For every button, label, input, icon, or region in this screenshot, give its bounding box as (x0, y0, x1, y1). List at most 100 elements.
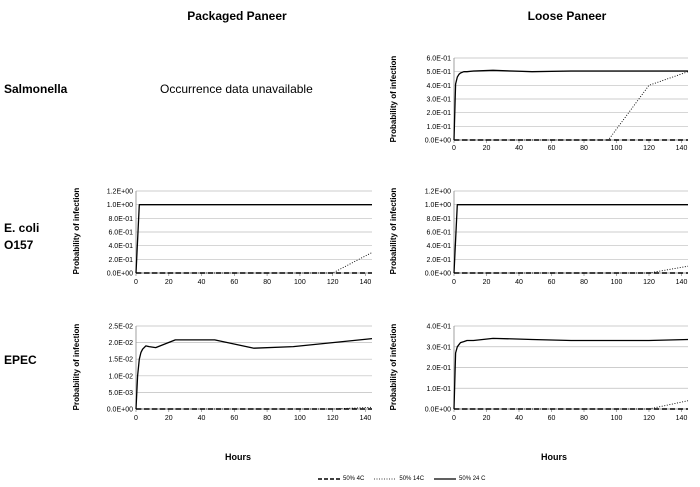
epec-packaged-xtick-label: 40 (198, 415, 206, 422)
legend-label-24c: 50% 24 C (459, 476, 486, 482)
salmonella-loose-ytick-label: 1.0E-01 (426, 124, 451, 131)
epec-packaged-xtick-label: 60 (230, 415, 238, 422)
legend-label-14c: 50% 14C (399, 476, 425, 482)
epec-loose-series-dot (454, 400, 689, 410)
row-title-ecoli-line2: O157 (4, 238, 34, 252)
epec-loose-ytick-label: 0.0E+00 (425, 407, 451, 414)
ecoli-loose-ytick-label: 0.0E+00 (425, 271, 451, 278)
epec-packaged-ytick-label: 5.0E-03 (108, 390, 133, 397)
epec-packaged-series-dot (136, 406, 373, 410)
ecoli-packaged-ytick-label: 8.0E-01 (108, 216, 133, 223)
ecoli-packaged-ytick-label: 0.0E+00 (107, 271, 133, 278)
epec-packaged-y-axis-label: Probability of infection (72, 324, 81, 411)
epec-packaged-ytick-label: 2.5E-02 (108, 324, 133, 331)
epec-packaged-xtick-label: 100 (294, 415, 306, 422)
ecoli-loose-ytick-label: 1.0E+00 (425, 202, 451, 209)
salmonella-loose-ytick-label: 5.0E-01 (426, 69, 451, 76)
ecoli-loose-xtick-label: 120 (643, 279, 655, 286)
x-axis-label-packaged: Hours (224, 452, 251, 462)
ecoli-loose-xtick-label: 0 (452, 279, 456, 286)
salmonella-loose-y-axis-label: Probability of infection (389, 56, 398, 143)
ecoli-loose-xtick-label: 40 (515, 279, 523, 286)
epec-loose-xtick-label: 20 (483, 415, 491, 422)
epec-packaged-ytick-label: 0.0E+00 (107, 407, 133, 414)
epec-packaged-xtick-label: 120 (327, 415, 339, 422)
ecoli-loose-ytick-label: 4.0E-01 (426, 243, 451, 250)
legend-item-14c: 50% 14C (374, 476, 424, 482)
row-title-ecoli-line1: E. coli (4, 221, 40, 235)
ecoli-packaged-series-solid (135, 204, 372, 274)
epec-loose-xtick-label: 140 (676, 415, 688, 422)
ecoli-loose-xtick-label: 60 (548, 279, 556, 286)
ecoli-packaged-ytick-label: 2.0E-01 (108, 257, 133, 264)
ecoli-packaged-series-dot (136, 252, 373, 274)
ecoli-loose-series-solid (453, 204, 688, 274)
ecoli-loose-series-dot (454, 265, 689, 274)
ecoli-loose-xtick-label: 20 (483, 279, 491, 286)
ecoli-loose-ytick-label: 2.0E-01 (426, 257, 451, 264)
salmonella-loose-xtick-label: 60 (548, 145, 556, 152)
epec-loose-y-axis-label: Probability of infection (389, 324, 398, 411)
salmonella-loose-ytick-label: 2.0E-01 (426, 110, 451, 117)
salmonella-loose-xtick-label: 120 (643, 145, 655, 152)
salmonella-loose-xtick-label: 80 (580, 145, 588, 152)
salmonella-loose-xtick-label: 20 (483, 145, 491, 152)
row-title-ecoli: E. coli O157 (4, 220, 39, 254)
ecoli-loose-y-axis-label: Probability of infection (389, 188, 398, 275)
salmonella-loose-xtick-label: 0 (452, 145, 456, 152)
epec-packaged-xtick-label: 140 (360, 415, 372, 422)
ecoli-packaged-ytick-label: 1.0E+00 (107, 202, 133, 209)
ecoli-loose-xtick-label: 140 (676, 279, 688, 286)
epec-loose-xtick-label: 0 (452, 415, 456, 422)
ecoli-loose-xtick-label: 100 (611, 279, 623, 286)
salmonella-loose-xtick-label: 40 (515, 145, 523, 152)
salmonella-loose-ytick-label: 6.0E-01 (426, 56, 451, 63)
ecoli-loose-ytick-label: 1.2E+00 (425, 189, 451, 196)
ecoli-loose-ytick-label: 8.0E-01 (426, 216, 451, 223)
packaged-title: Packaged Paneer (187, 9, 287, 23)
ecoli-packaged-xtick-label: 100 (294, 279, 306, 286)
legend: 50% 4C 50% 14C 50% 24 C (318, 476, 485, 482)
ecoli-packaged-xtick-label: 40 (198, 279, 206, 286)
epec-packaged-xtick-label: 80 (263, 415, 271, 422)
ecoli-packaged-ytick-label: 6.0E-01 (108, 230, 133, 237)
epec-packaged-xtick-label: 0 (134, 415, 138, 422)
epec-packaged-ytick-label: 1.5E-02 (108, 357, 133, 364)
epec-packaged-ytick-label: 2.0E-02 (108, 340, 133, 347)
salmonella-loose-ytick-label: 3.0E-01 (426, 97, 451, 104)
ecoli-packaged-ytick-label: 4.0E-01 (108, 243, 133, 250)
epec-loose-xtick-label: 80 (580, 415, 588, 422)
legend-label-4c: 50% 4C (343, 476, 365, 482)
epec-loose-series-solid (453, 337, 689, 410)
epec-packaged-series-solid (135, 337, 373, 410)
row-title-salmonella: Salmonella (4, 82, 68, 96)
salmonella-loose-xtick-label: 100 (611, 145, 623, 152)
salmonella-loose-series-dot (454, 71, 689, 141)
ecoli-packaged-xtick-label: 80 (263, 279, 271, 286)
ecoli-packaged-xtick-label: 120 (327, 279, 339, 286)
salmonella-loose-ytick-label: 4.0E-01 (426, 83, 451, 90)
legend-swatch-dash (318, 478, 340, 480)
ecoli-packaged-xtick-label: 60 (230, 279, 238, 286)
row-title-epec: EPEC (4, 353, 37, 367)
legend-swatch-dot (374, 478, 397, 480)
ecoli-packaged-y-axis-label: Probability of infection (72, 188, 81, 275)
epec-loose-ytick-label: 3.0E-01 (426, 344, 451, 351)
ecoli-packaged-xtick-label: 0 (134, 279, 138, 286)
epec-packaged-xtick-label: 20 (165, 415, 173, 422)
legend-item-24c: 50% 24 C (434, 476, 485, 482)
occurrence-unavailable-note: Occurrence data unavailable (160, 82, 313, 96)
epec-loose-xtick-label: 40 (515, 415, 523, 422)
loose-title: Loose Paneer (527, 9, 607, 23)
epec-loose-xtick-label: 100 (611, 415, 623, 422)
epec-packaged-ytick-label: 1.0E-02 (108, 373, 133, 380)
ecoli-packaged-ytick-label: 1.2E+00 (107, 189, 133, 196)
ecoli-packaged-xtick-label: 20 (165, 279, 173, 286)
salmonella-loose-series-solid (453, 69, 688, 141)
salmonella-loose-xtick-label: 140 (676, 145, 688, 152)
epec-loose-xtick-label: 120 (643, 415, 655, 422)
ecoli-loose-ytick-label: 6.0E-01 (426, 230, 451, 237)
x-axis-label-loose: Hours (540, 452, 567, 462)
epec-loose-ytick-label: 2.0E-01 (426, 365, 451, 372)
